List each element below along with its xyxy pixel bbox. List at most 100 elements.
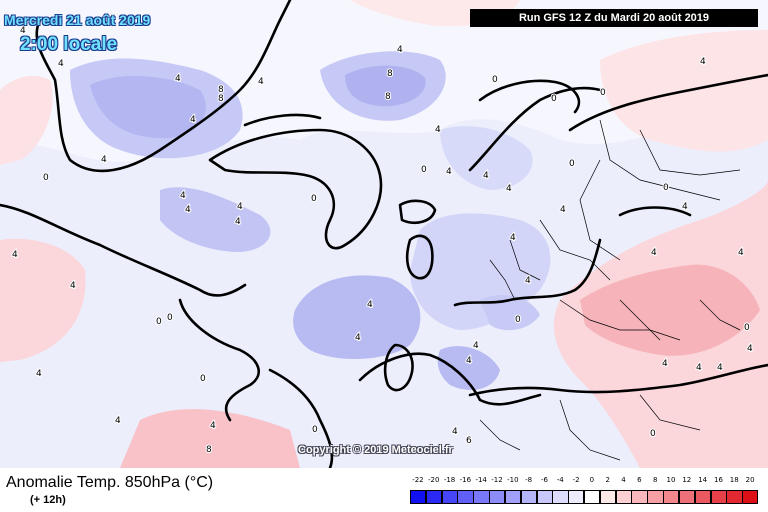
coast-canada-arctic xyxy=(0,203,247,297)
contour-label: 4 xyxy=(235,217,241,227)
contour-label: 0 xyxy=(569,159,575,169)
contour-label: 4 xyxy=(70,281,76,291)
border-2 xyxy=(579,159,621,261)
contour-label: 0 xyxy=(312,425,318,435)
legend-tick-label: -8 xyxy=(525,476,533,484)
contour-label: 4 xyxy=(12,250,18,260)
color-scale-legend: -22 -20 -18 -16 -14 -12 -10 -8 -6 -4 -2 0 2 4 6 8 10 12 14… xyxy=(410,476,759,508)
forecast-lead-time: (+ 12h) xyxy=(30,494,66,506)
legend-tick-label: 8 xyxy=(652,476,658,484)
contour-label: 4 xyxy=(237,202,243,212)
contour-label: 4 xyxy=(180,191,186,201)
contour-label: 4 xyxy=(20,26,26,36)
legend-tick-label: 2 xyxy=(605,476,610,484)
legend-swatch xyxy=(552,490,569,504)
border-3 xyxy=(639,129,741,176)
contour-label: 4 xyxy=(367,300,373,310)
legend-tick-label: 0 xyxy=(589,476,595,484)
legend-swatch xyxy=(457,490,474,504)
valid-time: 2:00 locale xyxy=(20,34,118,55)
contour-label: 0 xyxy=(167,313,173,323)
cold-region-atlantic xyxy=(293,275,421,360)
warm-region-sw xyxy=(120,409,300,468)
contour-label: 0 xyxy=(311,194,317,204)
legend-swatch xyxy=(694,490,712,504)
cold-region-scandinavia xyxy=(440,126,533,190)
contour-label: 4 xyxy=(525,276,531,286)
cold-region-labrador xyxy=(160,187,271,252)
coast-hudson xyxy=(208,128,383,250)
contour-label: 4 xyxy=(560,205,566,215)
coast-black-sea xyxy=(618,206,692,217)
legend-swatch xyxy=(520,490,538,504)
contour-label: 8 xyxy=(385,92,391,102)
legend-tick-label: -16 xyxy=(459,476,472,484)
legend-tick-label: 16 xyxy=(713,476,723,484)
contour-label: 4 xyxy=(175,74,181,84)
contour-label: 4 xyxy=(506,184,512,194)
border-11 xyxy=(559,399,621,461)
contour-label: 4 xyxy=(662,359,668,369)
coast-africa xyxy=(468,363,768,397)
warm-region-balkans xyxy=(580,264,760,356)
legend-swatch xyxy=(742,490,759,504)
contour-label: 4 xyxy=(115,416,121,426)
contour-label: 4 xyxy=(36,369,42,379)
coast-baffin xyxy=(243,113,322,127)
coast-europe-south xyxy=(453,238,602,307)
cold-region-greenland-core xyxy=(90,75,206,139)
contour-label: 4 xyxy=(185,205,191,215)
legend-tick-label: 14 xyxy=(698,476,708,484)
contour-label: 0 xyxy=(156,317,162,327)
legend-tick-label: -20 xyxy=(428,476,440,484)
legend-tick-label: -4 xyxy=(556,476,564,484)
contour-label: 4 xyxy=(210,421,216,431)
legend-swatch xyxy=(615,490,632,504)
contour-label: 0 xyxy=(492,75,498,85)
contour-label: 4 xyxy=(101,155,107,165)
legend-tick-label: -18 xyxy=(443,476,456,484)
legend-swatch xyxy=(504,490,522,504)
border-4 xyxy=(539,219,611,281)
legend-swatch xyxy=(710,490,727,504)
border-12 xyxy=(639,394,701,431)
legend-swatch xyxy=(663,490,680,504)
contour-label: 0 xyxy=(515,315,521,325)
legend-swatch xyxy=(536,490,553,504)
legend-swatch xyxy=(678,490,696,504)
contour-label: 0 xyxy=(200,374,206,384)
legend-tick-label: 4 xyxy=(621,476,626,484)
contour-label: 4 xyxy=(738,248,744,258)
cold-region-north-core xyxy=(345,65,426,107)
valid-date: Mercredi 21 août 2019 xyxy=(4,12,151,28)
legend-swatch xyxy=(599,490,617,504)
contour-label: 4 xyxy=(435,125,441,135)
legend-tick-label: 10 xyxy=(666,476,676,484)
contour-label: 4 xyxy=(747,344,753,354)
border-5 xyxy=(509,239,541,281)
border-10 xyxy=(479,419,521,451)
contour-label: 0 xyxy=(43,173,49,183)
cold-region-iberia-sea xyxy=(480,295,540,331)
warm-region-west xyxy=(0,238,86,362)
legend-swatch xyxy=(584,490,601,504)
contour-label: 0 xyxy=(600,88,606,98)
coast-iberia xyxy=(383,343,414,392)
run-info-banner: Run GFS 12 Z du Mardi 20 août 2019 xyxy=(470,9,758,27)
contour-label: 4 xyxy=(700,57,706,67)
copyright-notice: Copyright © 2019 Meteociel.fr xyxy=(298,444,453,456)
contour-label: 0 xyxy=(744,323,750,333)
legend-swatch xyxy=(568,490,585,504)
coast-kola xyxy=(478,79,581,114)
contour-label: 4 xyxy=(651,248,657,258)
coast-iceland xyxy=(398,199,437,224)
coast-norway xyxy=(468,86,602,172)
legend-tick-label: -2 xyxy=(572,476,580,484)
contour-label: 4 xyxy=(682,202,688,212)
contour-label: 0 xyxy=(421,165,427,175)
contour-label: 8 xyxy=(218,94,224,104)
legend-swatch xyxy=(726,490,743,504)
